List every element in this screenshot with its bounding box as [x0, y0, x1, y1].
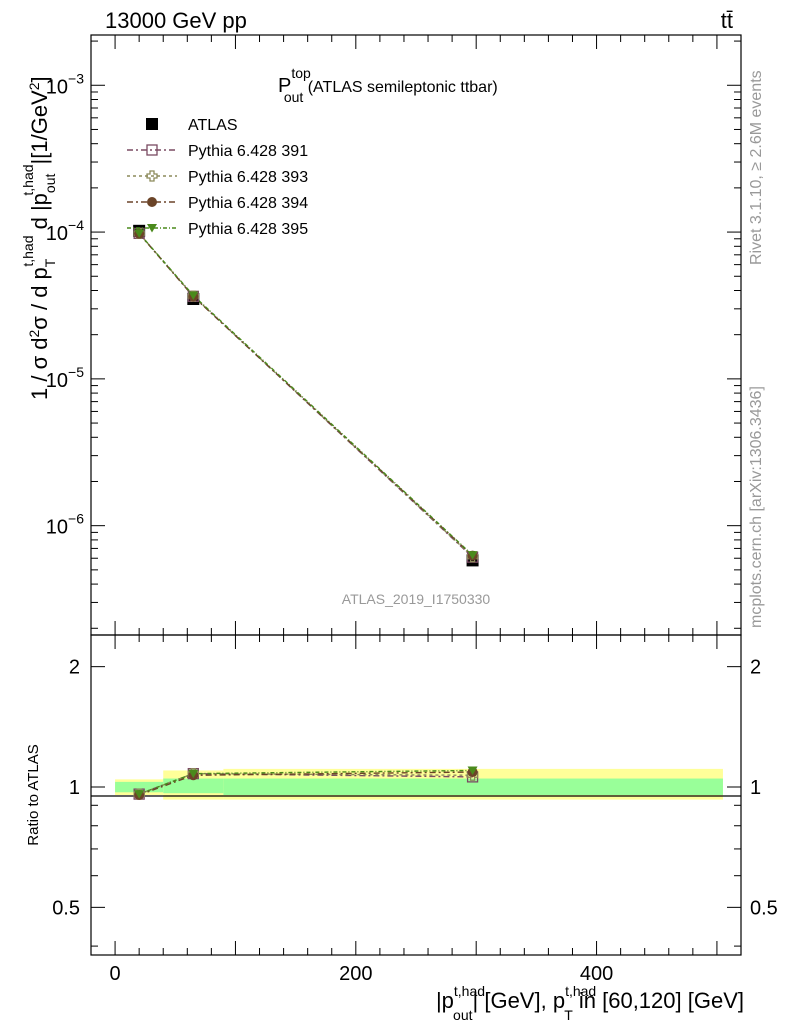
- y-axis-label-main: 1 / σ d2σ / d pTt,had d |poutt,had|[1/Ge…: [20, 76, 58, 400]
- legend: ATLAS Pythia 6.428 391 Pythia 6.428 393 Pyt…: [127, 117, 308, 238]
- mcplots-label: mcplots.cern.ch [arXiv:1306.3436]: [748, 386, 765, 628]
- ratio-panel: 2 2 1 1 0.5 0.5: [52, 634, 778, 956]
- main-ticks: 10−3 10−4 10−5 10−6: [46, 35, 741, 635]
- x-axis-label: |pt,had out| [GeV], pt,had T in [60,120] […: [436, 983, 744, 1023]
- ratio-bands: [115, 768, 723, 800]
- y-tick-label-main: 10−3: [46, 70, 84, 98]
- data-point-s4-0: [134, 229, 145, 238]
- x-tick-label: 200: [339, 963, 372, 985]
- x-tick-label: 0: [110, 963, 121, 985]
- ratio-frame: [90, 634, 742, 956]
- y-tick-label-main: 10−4: [46, 217, 84, 245]
- ratio-point-s4-0: [134, 790, 145, 799]
- y-tick-label-ratio-right: 1: [750, 777, 761, 799]
- chart-title: Ptop out (ATLAS semileptonic ttbar): [278, 65, 498, 105]
- y-tick-label-ratio-right: 2: [750, 657, 761, 679]
- analysis-watermark: ATLAS_2019_I1750330: [342, 591, 491, 607]
- process-label: tt̄: [721, 8, 733, 33]
- legend-label-4: Pythia 6.428 395: [188, 221, 308, 238]
- ratio-band-green: [163, 778, 224, 794]
- ratio-point-s4-1: [188, 769, 199, 779]
- legend-marker-0: [146, 118, 158, 130]
- ratio-series: [133, 766, 479, 800]
- y-axis-label-ratio: Ratio to ATLAS: [25, 744, 42, 845]
- data-point-s4-2: [467, 551, 478, 560]
- legend-marker-4: [147, 224, 157, 233]
- data-point-s4-1: [188, 291, 199, 300]
- legend-marker-3: [147, 197, 157, 207]
- y-tick-label-ratio-left: 2: [69, 657, 80, 679]
- ratio-point-s4-2: [467, 766, 478, 775]
- series-line-2: [138, 232, 474, 558]
- ratio-band-green: [223, 778, 723, 795]
- legend-label-2: Pythia 6.428 393: [188, 169, 308, 186]
- main-series: [133, 224, 479, 567]
- y-tick-label-main: 10−6: [46, 511, 84, 539]
- x-tick-labels: 0 200 400: [110, 963, 614, 985]
- series-line-3: [138, 233, 474, 557]
- series-line-4: [138, 232, 474, 556]
- rivet-label: Rivet 3.1.10, ≥ 2.6M events: [748, 70, 765, 265]
- ratio-band-green: [115, 781, 164, 793]
- y-tick-label-ratio-left: 0.5: [52, 897, 80, 919]
- legend-marker-2: [146, 170, 158, 182]
- legend-label-1: Pythia 6.428 391: [188, 143, 308, 160]
- y-tick-label-main: 10−5: [46, 364, 84, 392]
- x-tick-label: 400: [580, 963, 613, 985]
- y-tick-label-ratio-left: 1: [69, 777, 80, 799]
- legend-label-3: Pythia 6.428 394: [188, 195, 308, 212]
- legend-label-0: ATLAS: [188, 117, 238, 134]
- y-tick-label-ratio-right: 0.5: [750, 897, 778, 919]
- legend-marker-1: [146, 144, 158, 156]
- energy-label: 13000 GeV pp: [105, 8, 247, 33]
- ratio-ticks: 2 2 1 1 0.5 0.5: [52, 635, 778, 955]
